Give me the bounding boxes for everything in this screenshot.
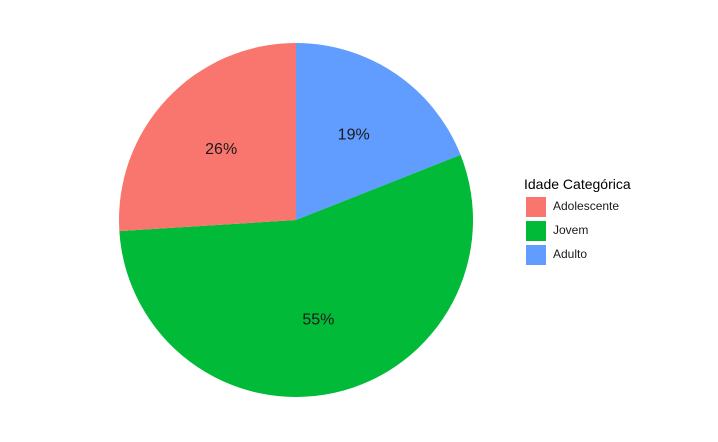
legend-title: Idade Categórica — [524, 176, 631, 192]
pie-slice-adolescente — [119, 42, 296, 232]
slice-label-jovem: 55% — [302, 311, 334, 328]
legend-key-adolescente — [526, 197, 546, 217]
pie-slice-adulto — [296, 43, 461, 220]
legend-label-jovem: Jovem — [553, 223, 588, 237]
legend: Idade Categórica Adolescente Jovem Adulto — [524, 176, 631, 265]
legend-label-adulto: Adulto — [553, 247, 587, 261]
pie-slices — [119, 42, 474, 398]
slice-label-adolescente: 26% — [205, 141, 237, 158]
legend-key-adulto — [526, 245, 546, 265]
slice-label-adulto: 19% — [338, 126, 370, 143]
pie-slice-jovem — [119, 154, 474, 398]
legend-key-jovem — [526, 221, 546, 241]
legend-label-adolescente: Adolescente — [553, 199, 619, 213]
slice-labels: 19% 55% 26% — [205, 126, 370, 328]
